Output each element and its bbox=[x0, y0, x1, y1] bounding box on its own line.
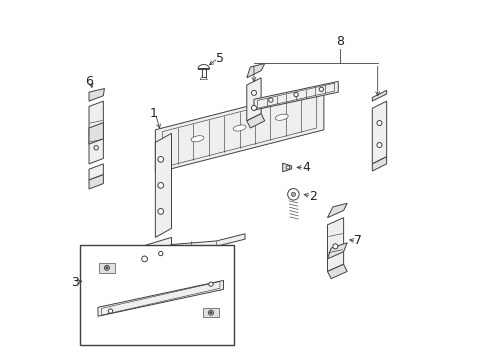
Polygon shape bbox=[89, 175, 103, 189]
Circle shape bbox=[158, 183, 164, 188]
Circle shape bbox=[158, 157, 164, 162]
Polygon shape bbox=[254, 81, 338, 110]
Polygon shape bbox=[99, 263, 115, 273]
Polygon shape bbox=[191, 136, 204, 142]
Circle shape bbox=[159, 251, 163, 256]
Polygon shape bbox=[89, 89, 104, 101]
Polygon shape bbox=[327, 264, 347, 279]
Circle shape bbox=[106, 267, 108, 269]
Polygon shape bbox=[89, 101, 103, 164]
Polygon shape bbox=[372, 157, 387, 171]
Circle shape bbox=[94, 145, 98, 150]
Text: 5: 5 bbox=[216, 51, 224, 64]
Text: 6: 6 bbox=[85, 75, 93, 88]
Circle shape bbox=[288, 189, 299, 200]
Polygon shape bbox=[275, 114, 288, 120]
Text: 2: 2 bbox=[309, 190, 317, 203]
Circle shape bbox=[294, 93, 298, 97]
Circle shape bbox=[208, 310, 214, 315]
Circle shape bbox=[269, 98, 273, 102]
Circle shape bbox=[377, 143, 382, 148]
Circle shape bbox=[377, 121, 382, 126]
Polygon shape bbox=[198, 64, 210, 69]
Circle shape bbox=[319, 87, 323, 91]
Circle shape bbox=[104, 265, 109, 270]
Polygon shape bbox=[80, 244, 234, 345]
Circle shape bbox=[209, 282, 213, 286]
Polygon shape bbox=[203, 308, 219, 318]
Polygon shape bbox=[89, 164, 103, 180]
Circle shape bbox=[108, 309, 113, 313]
Circle shape bbox=[291, 192, 295, 197]
Polygon shape bbox=[155, 87, 324, 173]
Text: 7: 7 bbox=[354, 234, 362, 247]
Polygon shape bbox=[372, 90, 387, 101]
Polygon shape bbox=[327, 203, 347, 218]
Text: 4: 4 bbox=[302, 161, 310, 174]
Circle shape bbox=[251, 90, 256, 95]
Polygon shape bbox=[327, 243, 347, 259]
Text: 8: 8 bbox=[336, 35, 344, 49]
Circle shape bbox=[158, 208, 164, 214]
Circle shape bbox=[210, 312, 212, 314]
Polygon shape bbox=[132, 234, 245, 266]
Polygon shape bbox=[98, 280, 223, 316]
Text: 1: 1 bbox=[149, 107, 157, 120]
Polygon shape bbox=[283, 163, 292, 172]
Circle shape bbox=[286, 166, 290, 169]
Text: 3: 3 bbox=[71, 276, 78, 289]
Polygon shape bbox=[247, 63, 265, 78]
Polygon shape bbox=[372, 101, 387, 164]
Polygon shape bbox=[130, 248, 172, 266]
Polygon shape bbox=[233, 125, 246, 131]
Polygon shape bbox=[247, 114, 265, 128]
Polygon shape bbox=[89, 123, 103, 144]
Polygon shape bbox=[247, 78, 261, 121]
Circle shape bbox=[142, 256, 147, 262]
Polygon shape bbox=[155, 134, 172, 237]
Polygon shape bbox=[327, 218, 343, 271]
Polygon shape bbox=[130, 237, 172, 261]
Circle shape bbox=[333, 244, 338, 249]
Circle shape bbox=[251, 105, 256, 111]
